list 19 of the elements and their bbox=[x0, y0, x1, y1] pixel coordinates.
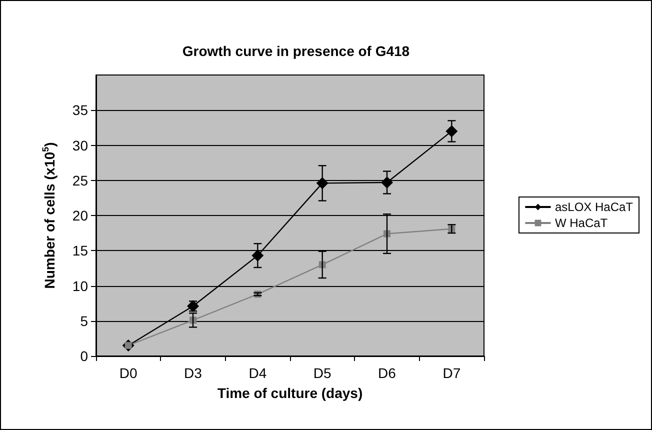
legend-label: W HaCaT bbox=[554, 216, 608, 230]
x-tick-label: D3 bbox=[184, 365, 202, 381]
legend-label: asLOX HaCaT bbox=[554, 200, 634, 214]
x-tick-label: D6 bbox=[378, 365, 396, 381]
y-tick-label: 15 bbox=[72, 242, 88, 259]
x-axis-title: Time of culture (days) bbox=[217, 385, 363, 401]
y-axis-title: Number of cells (x105) bbox=[40, 142, 58, 289]
chart-title: Growth curve in presence of G418 bbox=[182, 43, 410, 59]
y-tick-label: 0 bbox=[80, 348, 88, 364]
y-tick-label: 25 bbox=[72, 172, 88, 188]
x-tick-label: D5 bbox=[313, 365, 332, 381]
x-tick-label: D0 bbox=[119, 365, 138, 381]
y-tick-label: 35 bbox=[72, 102, 88, 118]
x-tick-label: D4 bbox=[248, 365, 267, 381]
y-tick-label: 30 bbox=[72, 137, 88, 154]
y-tick-label: 20 bbox=[72, 208, 88, 224]
y-tick-label: 10 bbox=[72, 278, 88, 294]
x-tick-label: D7 bbox=[442, 365, 461, 381]
y-tick-label: 5 bbox=[80, 312, 88, 329]
